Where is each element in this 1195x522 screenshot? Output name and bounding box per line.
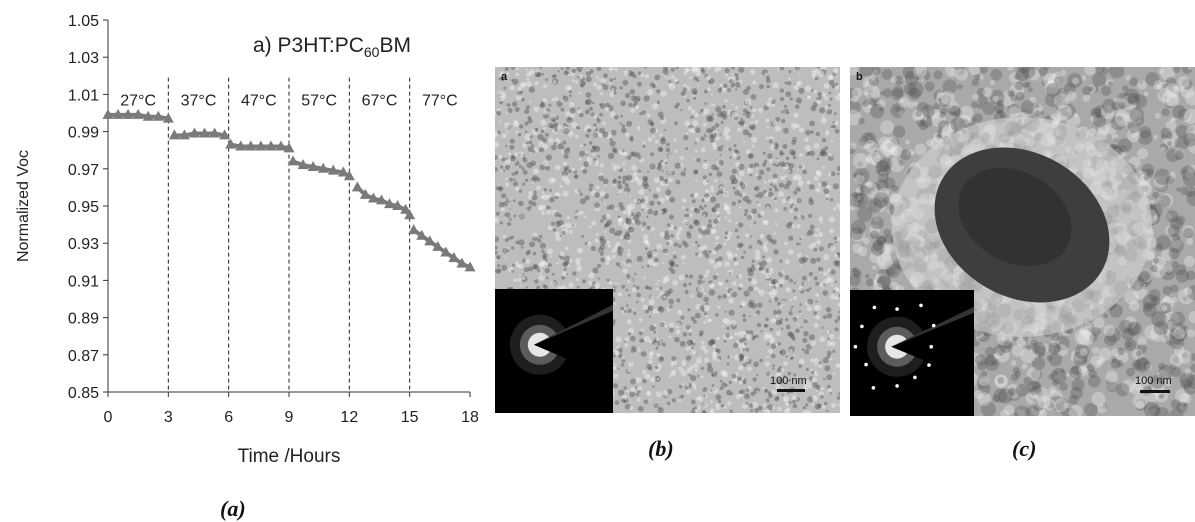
data-point	[384, 198, 396, 209]
x-tick-label: 18	[461, 409, 479, 426]
data-point	[152, 110, 164, 121]
y-tick-label: 0.89	[68, 311, 99, 328]
diffraction-pattern-c	[853, 303, 974, 390]
data-point	[404, 209, 416, 220]
data-point	[400, 203, 412, 214]
data-point	[351, 181, 363, 192]
chart-title-subscript: 60	[364, 44, 380, 60]
data-point	[376, 194, 388, 205]
scale-bar-c	[1140, 390, 1170, 393]
data-point	[327, 164, 339, 175]
data-point	[408, 224, 420, 235]
data-point	[283, 142, 295, 153]
data-point	[448, 252, 460, 263]
data-point	[225, 138, 237, 149]
data-point	[424, 235, 436, 246]
y-tick-label: 0.91	[68, 273, 99, 290]
data-point	[122, 108, 134, 119]
y-tick-label: 0.85	[68, 385, 99, 402]
scale-bar-b	[777, 389, 805, 392]
x-tick-label: 12	[340, 409, 358, 426]
y-tick-label: 1.03	[68, 50, 99, 67]
panel-letter-c: b	[856, 71, 863, 83]
diffraction-pattern-b	[509, 304, 613, 379]
y-tick-label: 1.01	[68, 87, 99, 104]
data-point	[275, 140, 287, 151]
x-tick-label: 0	[104, 409, 113, 426]
tem-texture-c	[850, 67, 1195, 416]
data-point	[245, 140, 257, 151]
data-point	[265, 140, 277, 151]
data-point	[359, 188, 371, 199]
data-point	[219, 129, 231, 140]
temperature-label: 37°C	[181, 93, 217, 110]
data-point	[343, 170, 355, 181]
x-tick-label: 15	[401, 409, 419, 426]
data-point	[464, 261, 476, 272]
data-point	[287, 155, 299, 166]
tem-image-b: a 100 nm	[495, 67, 840, 413]
data-point	[255, 140, 267, 151]
data-point	[132, 108, 144, 119]
data-point	[440, 246, 452, 257]
y-tick-label: 0.99	[68, 125, 99, 142]
data-point	[199, 127, 211, 138]
x-axis-label: Time /Hours	[238, 446, 341, 467]
y-tick-label: 1.05	[68, 13, 99, 30]
temperature-label: 27°C	[120, 93, 156, 110]
data-point	[209, 127, 221, 138]
caption-b: (b)	[648, 436, 674, 461]
diffraction-inset-c	[850, 290, 974, 416]
data-point	[168, 129, 180, 140]
x-tick-label: 6	[224, 409, 233, 426]
scale-label-b: 100 nm	[770, 375, 807, 387]
panel-letter-b: a	[501, 71, 508, 83]
data-point	[432, 240, 444, 251]
y-axis-label: Normalized Voc	[15, 150, 32, 262]
chart-title-suffix: BM	[379, 34, 411, 57]
caption-a: (a)	[220, 496, 246, 521]
temperature-label: 77°C	[422, 93, 458, 110]
data-point	[416, 229, 428, 240]
data-point	[367, 192, 379, 203]
data-point	[297, 159, 309, 170]
data-point	[235, 140, 247, 151]
y-tick-label: 0.87	[68, 348, 99, 365]
y-tick-label: 0.97	[68, 162, 99, 179]
chart-title: a) P3HT:PC60BM	[253, 34, 411, 60]
x-tick-label: 3	[164, 409, 173, 426]
voc-chart: 0.85 0.87 0.89 0.91 0.93 0.95 0.97 0.99 1.01 1.03…	[15, 13, 479, 467]
scale-label-c: 100 nm	[1135, 375, 1172, 387]
diffraction-inset-b	[495, 289, 613, 413]
data-point	[317, 162, 329, 173]
temperature-label: 47°C	[241, 93, 277, 110]
data-point	[112, 108, 124, 119]
data-point	[337, 166, 349, 177]
temperature-label: 67°C	[362, 93, 398, 110]
data-point	[142, 110, 154, 121]
caption-c: (c)	[1012, 436, 1037, 461]
temperature-label: 57°C	[301, 93, 337, 110]
data-point	[178, 129, 190, 140]
x-tick-label: 9	[285, 409, 294, 426]
data-point	[392, 200, 404, 210]
data-point	[162, 112, 174, 123]
data-point	[307, 160, 319, 171]
data-point	[102, 108, 114, 119]
y-tick-label: 0.93	[68, 236, 99, 253]
tem-image-c: b 100 nm	[850, 67, 1195, 416]
data-point	[456, 257, 468, 268]
data-point	[188, 127, 200, 138]
y-tick-label: 0.95	[68, 199, 99, 216]
